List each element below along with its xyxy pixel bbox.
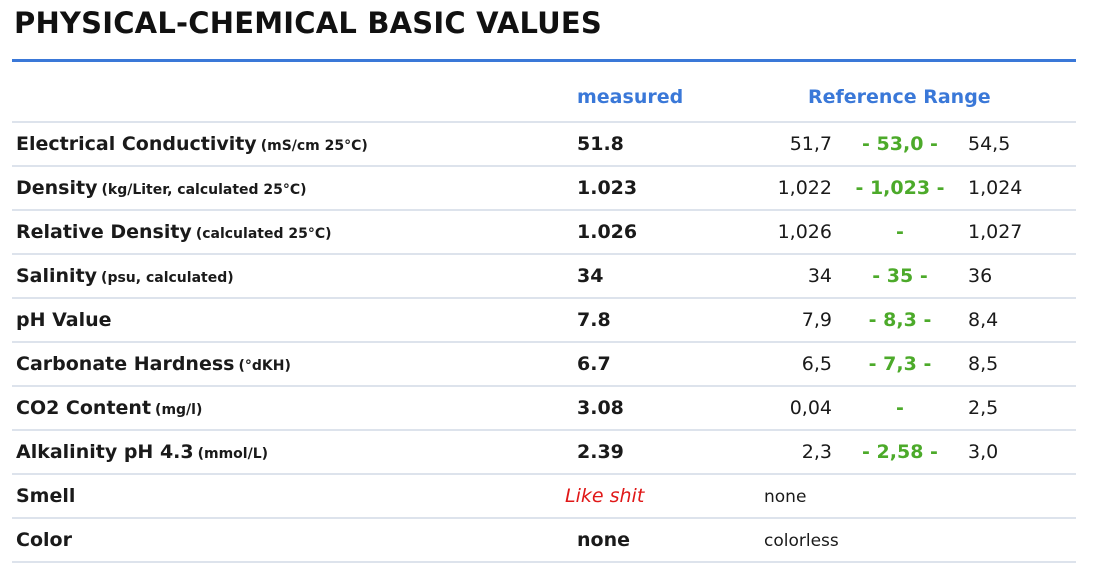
- reference-range-column-header: Reference Range: [808, 86, 991, 108]
- parameter-label: Alkalinity pH 4.3 (mmol/L): [16, 441, 268, 463]
- reference-high: 8,4: [968, 309, 999, 331]
- measured-value: 51.8: [577, 133, 624, 155]
- parameter-label: Color: [16, 529, 72, 551]
- measured-value: 6.7: [577, 353, 611, 375]
- table-row-co2-content: CO2 Content (mg/l) 3.08 0,04 - 2,5: [0, 387, 1094, 431]
- parameter-name: Color: [16, 529, 72, 551]
- parameter-label: Density (kg/Liter, calculated 25°C): [16, 177, 307, 199]
- title-divider: [12, 59, 1076, 62]
- reference-high: 54,5: [968, 133, 1011, 155]
- parameter-unit: (mmol/L): [197, 446, 269, 462]
- reference-low: 7,9: [801, 309, 832, 331]
- reference-high: 1,027: [968, 221, 1023, 243]
- parameter-label: Relative Density (calculated 25°C): [16, 221, 332, 243]
- parameter-name: CO2 Content: [16, 397, 152, 419]
- measured-value: 1.026: [577, 221, 638, 243]
- table-row-ph-value: pH Value 7.8 7,9 - 8,3 - 8,4: [0, 299, 1094, 343]
- reference-optimal: - 1,023 -: [855, 177, 945, 199]
- parameter-name: Smell: [16, 485, 76, 507]
- reference-low: 0,04: [789, 397, 832, 419]
- measured-value: 7.8: [577, 309, 611, 331]
- parameter-name: Carbonate Hardness: [16, 353, 235, 375]
- page-title: PHYSICAL-CHEMICAL BASIC VALUES: [14, 6, 602, 40]
- reference-optimal: -: [896, 221, 904, 243]
- reference-optimal: - 53,0 -: [862, 133, 938, 155]
- table-row-density: Density (kg/Liter, calculated 25°C) 1.023…: [0, 167, 1094, 211]
- row-divider: [12, 385, 1076, 387]
- measured-value: 1.023: [577, 177, 638, 199]
- measured-value: Like shit: [565, 485, 645, 507]
- measured-column-header: measured: [577, 86, 684, 108]
- reference-low: 1,022: [777, 177, 832, 199]
- row-divider: [12, 297, 1076, 299]
- row-divider: [12, 341, 1076, 343]
- table-row-electrical-conductivity: Electrical Conductivity (mS/cm 25°C) 51.8…: [0, 123, 1094, 167]
- table-row-color: Color none colorless: [0, 519, 1094, 563]
- parameter-unit: (calculated 25°C): [195, 226, 332, 242]
- reference-text: colorless: [764, 531, 839, 551]
- reference-high: 8,5: [968, 353, 999, 375]
- reference-high: 1,024: [968, 177, 1023, 199]
- row-divider: [12, 429, 1076, 431]
- reference-high: 2,5: [968, 397, 999, 419]
- row-divider: [12, 517, 1076, 519]
- reference-optimal: - 7,3 -: [868, 353, 932, 375]
- measured-value: none: [577, 529, 630, 551]
- table-row-salinity: Salinity (psu, calculated) 34 34 - 35 - 3…: [0, 255, 1094, 299]
- measured-value: 2.39: [577, 441, 624, 463]
- table-row-carbonate-hardness: Carbonate Hardness (°dKH) 6.7 6,5 - 7,3 -…: [0, 343, 1094, 387]
- parameter-name: Density: [16, 177, 98, 199]
- row-divider: [12, 253, 1076, 255]
- parameter-label: CO2 Content (mg/l): [16, 397, 202, 419]
- reference-optimal: - 2,58 -: [862, 441, 938, 463]
- parameter-label: Electrical Conductivity (mS/cm 25°C): [16, 133, 368, 155]
- parameter-unit: (kg/Liter, calculated 25°C): [101, 182, 307, 198]
- reference-low: 6,5: [801, 353, 832, 375]
- parameter-unit: (mS/cm 25°C): [260, 138, 368, 154]
- reference-low: 51,7: [789, 133, 832, 155]
- parameter-name: Salinity: [16, 265, 98, 287]
- measured-value: 34: [577, 265, 604, 287]
- parameter-name: Alkalinity pH 4.3: [16, 441, 194, 463]
- table-row-smell: Smell Like shit none: [0, 475, 1094, 519]
- table-row-relative-density: Relative Density (calculated 25°C) 1.026 …: [0, 211, 1094, 255]
- row-divider: [12, 473, 1076, 475]
- parameter-name: pH Value: [16, 309, 112, 331]
- reference-low: 34: [807, 265, 832, 287]
- row-divider: [12, 165, 1076, 167]
- reference-high: 3,0: [968, 441, 999, 463]
- reference-optimal: -: [896, 397, 904, 419]
- parameter-unit: (°dKH): [238, 358, 291, 374]
- parameter-label: Carbonate Hardness (°dKH): [16, 353, 291, 375]
- parameter-unit: (mg/l): [155, 402, 203, 418]
- reference-low: 1,026: [777, 221, 832, 243]
- reference-high: 36: [968, 265, 993, 287]
- parameter-name: Electrical Conductivity: [16, 133, 257, 155]
- parameter-unit: (psu, calculated): [101, 270, 234, 286]
- reference-low: 2,3: [801, 441, 832, 463]
- reference-optimal: - 35 -: [872, 265, 928, 287]
- measured-value: 3.08: [577, 397, 624, 419]
- reference-text: none: [764, 487, 807, 507]
- reference-optimal: - 8,3 -: [868, 309, 932, 331]
- parameter-label: Salinity (psu, calculated): [16, 265, 234, 287]
- parameter-label: pH Value: [16, 309, 112, 331]
- table-row-alkalinity: Alkalinity pH 4.3 (mmol/L) 2.39 2,3 - 2,5…: [0, 431, 1094, 475]
- parameter-label: Smell: [16, 485, 75, 507]
- row-divider: [12, 561, 1076, 563]
- row-divider: [12, 209, 1076, 211]
- header-divider: [12, 121, 1076, 123]
- parameter-name: Relative Density: [16, 221, 192, 243]
